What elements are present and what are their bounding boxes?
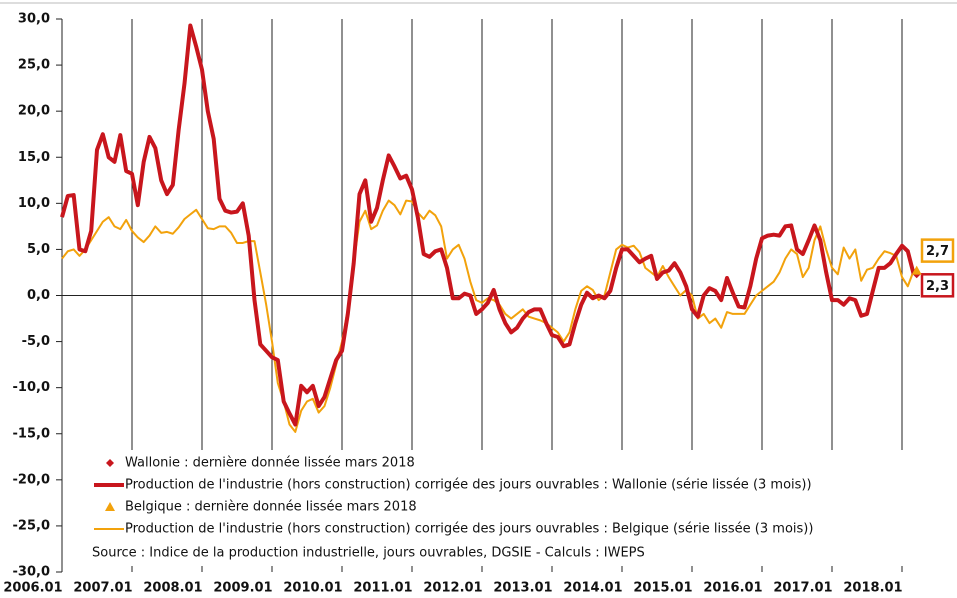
- x-tick-label: 2016.01: [703, 581, 762, 596]
- legend-label: Belgique : dernière donnée lissée mars 2…: [125, 500, 417, 515]
- x-tick-label: 2015.01: [633, 581, 692, 596]
- y-tick-label: -15,0: [13, 426, 50, 441]
- legend-label: Production de l'industrie (hors construc…: [125, 478, 812, 493]
- marker: [911, 265, 922, 275]
- y-tick-label: 15,0: [18, 150, 50, 165]
- legend-label: Wallonie : dernière donnée lissée mars 2…: [125, 456, 415, 471]
- y-tick-label: -25,0: [13, 518, 50, 533]
- y-tick-label: 5,0: [27, 242, 50, 257]
- x-tick-label: 2012.01: [423, 581, 482, 596]
- y-tick-label: 20,0: [18, 104, 50, 119]
- value-label-box: [920, 238, 955, 263]
- y-tick-label: -30,0: [13, 565, 50, 580]
- data-line: [61, 199, 915, 433]
- y-tick-label: -20,0: [13, 472, 50, 487]
- x-tick-label: 2017.01: [773, 581, 832, 596]
- y-tick-label: 30,0: [18, 12, 50, 27]
- marker: [105, 502, 115, 511]
- x-tick-label: 2014.01: [563, 581, 622, 596]
- y-tick-label: 0,0: [27, 288, 50, 303]
- x-tick-label: 2006.01: [3, 581, 62, 596]
- y-tick-label: -10,0: [13, 380, 50, 395]
- x-tick-label: 2011.01: [353, 581, 412, 596]
- marker: [106, 459, 114, 467]
- value-label: 2,7: [926, 244, 949, 259]
- value-label-box: [920, 273, 955, 298]
- y-tick-label: -5,0: [22, 334, 50, 349]
- source-note: Source : Indice de la production industr…: [92, 546, 645, 561]
- y-tick-label: 25,0: [18, 58, 50, 73]
- legend-label: Production de l'industrie (hors construc…: [125, 522, 813, 537]
- legend-bg: [86, 450, 946, 566]
- x-tick-label: 2013.01: [493, 581, 552, 596]
- data-line: [60, 23, 916, 427]
- x-tick-label: 2009.01: [213, 581, 272, 596]
- x-tick-label: 2008.01: [143, 581, 202, 596]
- x-tick-label: 2018.01: [843, 581, 902, 596]
- x-tick-label: 2007.01: [73, 581, 132, 596]
- value-label: 2,3: [926, 279, 949, 294]
- y-tick-label: 10,0: [18, 196, 50, 211]
- x-tick-label: 2010.01: [283, 581, 342, 596]
